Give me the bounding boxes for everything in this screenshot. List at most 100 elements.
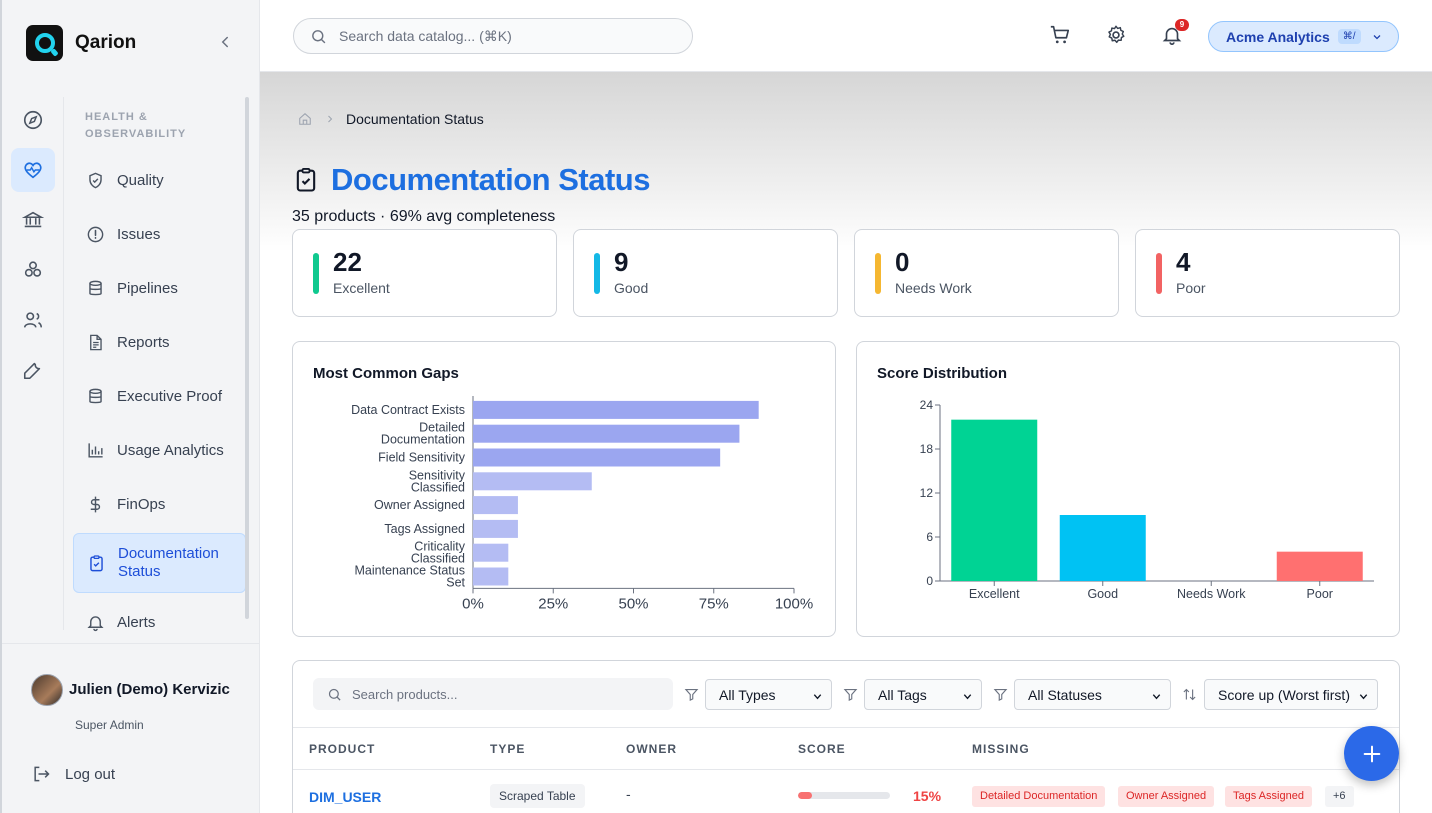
column-header-owner[interactable]: OWNER: [626, 742, 677, 756]
y-tick-label: 24: [920, 398, 934, 412]
rail-explore[interactable]: [11, 98, 55, 142]
boxes-icon: [24, 261, 42, 277]
rail-health[interactable]: [11, 148, 55, 192]
stat-card-poor: 4 Poor: [1135, 229, 1400, 317]
add-button[interactable]: [1344, 726, 1399, 781]
clipboard-check-icon: [296, 167, 316, 192]
x-tick-label: 75%: [699, 595, 729, 612]
stat-value: 0: [895, 247, 910, 277]
y-tick-label: 18: [920, 442, 934, 456]
stat-card-excellent: 22 Excellent: [292, 229, 557, 317]
search-icon: [312, 29, 326, 43]
org-shortcut: ⌘/: [1337, 29, 1361, 44]
bar: [1059, 515, 1146, 581]
breadcrumb-current: Documentation Status: [346, 111, 484, 127]
products-table: Search products... All Types All Tags Al…: [292, 660, 1400, 813]
avatar[interactable]: [31, 674, 63, 706]
settings-button[interactable]: [1105, 24, 1127, 46]
x-tick-label: Excellent: [969, 587, 1020, 601]
sidebar-item-label: Reports: [117, 333, 170, 351]
sidebar: Qarion HEALTH & OBSERVABILITY Quality: [0, 0, 260, 813]
sidebar-item-executive-proof[interactable]: Executive Proof: [73, 369, 246, 423]
sidebar-item-usage-analytics[interactable]: Usage Analytics: [73, 423, 246, 477]
chevron-down-icon: [813, 694, 822, 700]
status-filter-select[interactable]: All Statuses: [1014, 679, 1171, 710]
cart-icon: [1050, 25, 1070, 44]
stat-label: Good: [614, 280, 649, 296]
tag-filter-select[interactable]: All Tags: [864, 679, 982, 710]
x-tick-label: Needs Work: [1177, 587, 1246, 601]
app-name: Qarion: [75, 32, 137, 53]
type-filter-value: All Types: [719, 686, 776, 703]
filter-icon: [993, 688, 1008, 702]
table-row[interactable]: DIM_USER Scraped Table - 15% Detailed Do…: [293, 770, 1399, 813]
column-header-missing[interactable]: MISSING: [972, 742, 1030, 756]
bar: [473, 496, 518, 515]
org-switcher[interactable]: Acme Analytics ⌘/: [1208, 21, 1399, 52]
sidebar-item-issues[interactable]: Issues: [73, 207, 246, 261]
user-role: Super Admin: [75, 718, 144, 732]
nav-scrollbar[interactable]: [245, 97, 249, 619]
sidebar-item-reports[interactable]: Reports: [73, 315, 246, 369]
stat-value: 9: [614, 247, 629, 277]
stat-indicator: [313, 253, 319, 294]
app-logo: [26, 25, 63, 61]
y-tick-label: 6: [926, 530, 933, 544]
sidebar-item-finops[interactable]: FinOps: [73, 477, 246, 531]
chevron-down-icon: [963, 694, 972, 700]
database-icon: [85, 386, 105, 406]
chevron-down-icon: [1359, 694, 1368, 700]
product-search-input[interactable]: Search products...: [313, 678, 673, 710]
chevron-left-icon[interactable]: [216, 33, 234, 51]
stat-indicator: [1156, 253, 1162, 294]
gaps-chart: Data Contract Exists Detailed Documentatio…: [351, 396, 813, 612]
type-filter-select[interactable]: All Types: [705, 679, 832, 710]
rail-products[interactable]: [11, 248, 55, 292]
notification-badge: 9: [1175, 19, 1189, 31]
global-search-input[interactable]: Search data catalog... (⌘K): [293, 18, 693, 54]
logout-button[interactable]: Log out: [31, 764, 115, 784]
missing-chip: Owner Assigned: [1118, 786, 1215, 807]
column-header-type[interactable]: TYPE: [490, 742, 526, 756]
y-tick-label: 0: [926, 574, 933, 588]
sidebar-item-alerts[interactable]: Alerts: [73, 595, 246, 649]
bar: [473, 400, 759, 419]
bar-chart-icon: [85, 440, 105, 460]
bell-icon: [1162, 27, 1182, 45]
category-label: Tags Assigned: [384, 522, 465, 536]
stat-card-good: 9 Good: [573, 229, 838, 317]
column-header-product[interactable]: PRODUCT: [309, 742, 376, 756]
product-link[interactable]: DIM_USER: [309, 789, 382, 805]
status-filter-value: All Statuses: [1028, 686, 1102, 703]
file-text-icon: [85, 332, 105, 352]
bar: [1276, 551, 1363, 581]
x-tick-label: Good: [1087, 587, 1118, 601]
chevron-right-icon: [328, 115, 333, 123]
chart-title: Score Distribution: [877, 365, 1008, 382]
bar: [473, 448, 721, 467]
sidebar-item-documentation-status[interactable]: Documentation Status: [73, 533, 246, 593]
page-subtitle: 35 products · 69% avg completeness: [292, 208, 556, 225]
missing-more-chip[interactable]: +6: [1325, 786, 1354, 807]
sidebar-item-pipelines[interactable]: Pipelines: [73, 261, 246, 315]
page-title: Documentation Status: [331, 162, 650, 197]
column-header-score[interactable]: SCORE: [798, 742, 846, 756]
filter-icon: [684, 688, 699, 702]
notifications-button[interactable]: 9: [1161, 19, 1189, 46]
sidebar-item-quality[interactable]: Quality: [73, 153, 246, 207]
category-label: Sensitivity Classified: [409, 468, 466, 494]
sort-select[interactable]: Score up (Worst first): [1204, 679, 1378, 710]
bank-icon: [22, 211, 44, 228]
rail-people[interactable]: [11, 298, 55, 342]
home-icon[interactable]: [298, 112, 312, 126]
compass-icon: [23, 110, 43, 130]
category-label: Owner Assigned: [374, 498, 465, 512]
rail-governance[interactable]: [11, 198, 55, 242]
brand[interactable]: Qarion: [26, 25, 136, 61]
cart-button[interactable]: [1049, 24, 1071, 46]
bar: [473, 472, 592, 491]
product-search-placeholder: Search products...: [352, 686, 458, 702]
sidebar-item-label: Quality: [117, 171, 164, 189]
rail-tools[interactable]: [11, 348, 55, 392]
x-tick-label: 100%: [775, 595, 813, 612]
